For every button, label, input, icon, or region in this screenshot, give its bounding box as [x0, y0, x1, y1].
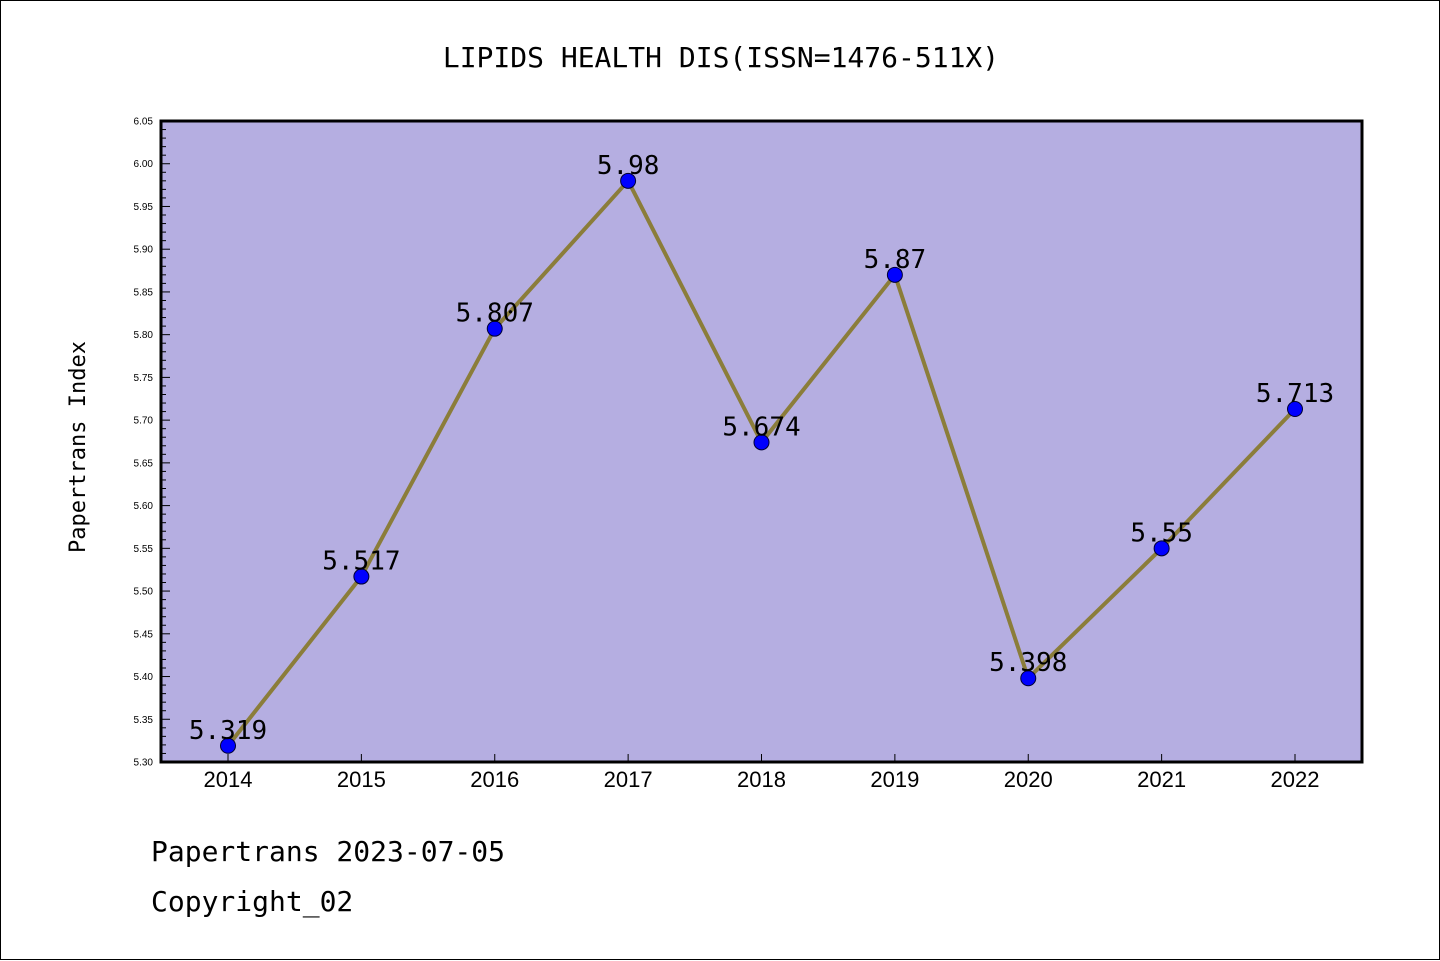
data-point [486, 320, 503, 337]
data-point [886, 266, 903, 283]
data-label: 5.87 [864, 245, 927, 275]
data-label: 5.398 [989, 648, 1067, 678]
y-tick-label: 5.70 [134, 416, 154, 427]
data-point [353, 568, 370, 585]
data-markers [220, 172, 1303, 754]
data-label: 5.98 [597, 151, 660, 181]
data-point [1287, 401, 1303, 418]
y-tick-label: 5.50 [134, 587, 154, 598]
y-tick-label: 5.75 [134, 373, 154, 384]
footer-copyright: Copyright_02 [151, 885, 354, 918]
data-point [220, 737, 236, 754]
x-tick-label: 2014 [204, 767, 253, 792]
data-label: 5.55 [1130, 518, 1193, 548]
y-tick-label: 6.05 [134, 117, 154, 128]
data-point [1020, 670, 1037, 687]
data-labels: 5.319 5.517 5.807 5.98 5.674 5.87 5.398 5.55 5.7… [189, 151, 1334, 746]
data-point [1153, 540, 1170, 557]
plot-border [159, 119, 1364, 764]
footer-date: Papertrans 2023-07-05 [151, 835, 506, 868]
y-tick-label: 5.85 [134, 287, 154, 298]
y-tick-label: 5.30 [134, 758, 154, 769]
x-tick-label: 2015 [337, 767, 386, 792]
x-tick-label: 2017 [604, 767, 653, 792]
data-label: 5.807 [456, 299, 534, 329]
y-tick-label: 5.95 [134, 202, 154, 213]
data-label: 5.713 [1256, 379, 1334, 409]
y-tick-label: 5.65 [134, 458, 154, 469]
y-tick-label: 5.35 [134, 715, 154, 726]
chart-title: LIPIDS HEALTH DIS(ISSN=1476-511X) [443, 41, 999, 74]
x-tick-label: 2022 [1271, 767, 1320, 792]
y-tick-label: 6.00 [134, 159, 154, 170]
y-axis-label: Papertrans Index [66, 341, 91, 553]
y-tick-label: 5.55 [134, 544, 154, 555]
y-tick-label: 5.45 [134, 629, 154, 640]
data-label: 5.674 [722, 412, 800, 442]
x-tick-label: 2016 [470, 767, 519, 792]
x-tick-label: 2018 [737, 767, 786, 792]
y-tick-label: 5.80 [134, 330, 154, 341]
x-axis: 2014 2015 2016 2017 2018 2019 2020 2021 2022 [204, 754, 1320, 792]
y-tick-label: 5.60 [134, 501, 154, 512]
x-tick-label: 2019 [870, 767, 919, 792]
data-label: 5.517 [322, 547, 400, 577]
y-tick-label: 5.40 [134, 672, 154, 683]
data-point [753, 434, 770, 451]
x-tick-label: 2021 [1137, 767, 1186, 792]
y-tick-label: 5.90 [134, 245, 154, 256]
x-tick-label: 2020 [1004, 767, 1053, 792]
data-label: 5.319 [189, 716, 267, 746]
data-point [620, 172, 637, 189]
